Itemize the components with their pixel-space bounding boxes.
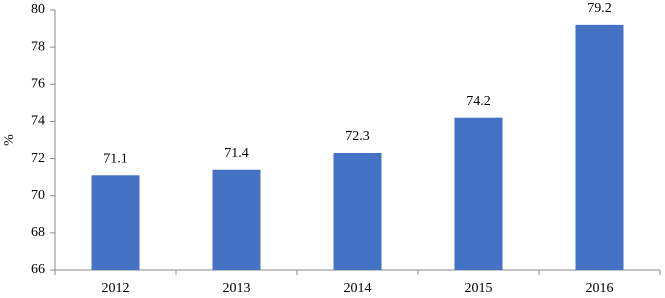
x-tick-label: 2012: [102, 281, 130, 296]
y-tick-label: 72: [31, 151, 45, 166]
x-tick-label: 2013: [223, 281, 251, 296]
y-axis-label: %: [2, 134, 17, 146]
x-tick-label: 2016: [586, 281, 614, 296]
data-label: 71.4: [224, 146, 249, 161]
bar: [212, 169, 261, 270]
bar: [575, 24, 624, 270]
y-tick-label: 80: [31, 2, 45, 17]
bar: [454, 117, 503, 270]
y-tick-label: 70: [31, 188, 45, 203]
bar: [91, 175, 140, 270]
data-label: 79.2: [587, 1, 612, 16]
x-tick-label: 2015: [465, 281, 493, 296]
data-label: 71.1: [103, 152, 128, 167]
y-tick-label: 74: [31, 114, 45, 129]
bar: [333, 153, 382, 270]
data-label: 74.2: [466, 94, 491, 109]
y-tick-label: 76: [31, 77, 45, 92]
y-tick-label: 66: [31, 262, 45, 277]
data-label: 72.3: [345, 129, 370, 144]
y-tick-label: 78: [31, 39, 45, 54]
x-tick-label: 2014: [344, 281, 372, 296]
y-tick-label: 68: [31, 225, 45, 240]
